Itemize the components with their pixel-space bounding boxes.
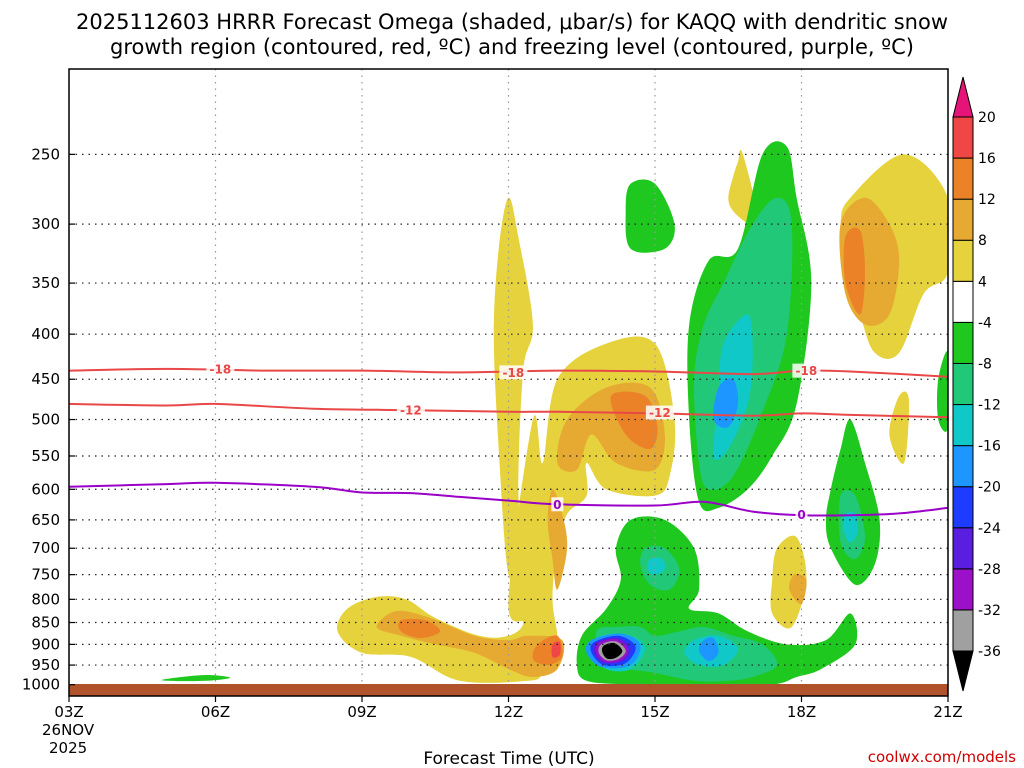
colorbar-arrow-top	[952, 76, 974, 118]
contour-label-0-2: -18	[796, 364, 818, 378]
x-tick-label-09Z: 09Z	[347, 703, 376, 721]
y-tick-label-250: 250	[31, 145, 60, 163]
colorbar-label-4: 4	[978, 274, 987, 290]
y-tick-label-700: 700	[31, 539, 60, 557]
contour-label-2-0: 0	[553, 498, 561, 512]
omega-region-13	[889, 391, 910, 464]
omega-region-12	[843, 227, 865, 315]
y-tick-label-550: 550	[31, 447, 60, 465]
x-tick-label-03Z: 03Z	[54, 703, 83, 721]
colorbar: -36 -32 -28 -24 -20 -16 -12 -8 -4 4 8 12 16 20	[952, 76, 1001, 692]
chart-title-line-1: 2025112603 HRRR Forecast Omega (shaded, …	[76, 10, 948, 34]
y-tick-label-900: 900	[31, 635, 60, 653]
colorbar-label-8: 8	[978, 233, 987, 249]
omega-region-33	[698, 637, 719, 662]
chart-title-line-2: growth region (contoured, red, ºC) and f…	[110, 35, 914, 59]
omega-region-31	[842, 511, 858, 543]
colorbar-segment-4	[952, 445, 974, 488]
colorbar-arrow-bottom	[952, 650, 974, 692]
omega-region-30	[647, 557, 666, 575]
colorbar-segment-8	[952, 280, 974, 323]
x-tick-label-21Z: 21Z	[933, 703, 962, 721]
contour-label-bg	[792, 363, 821, 378]
omega-region-5	[610, 391, 658, 450]
colorbar-label--12: -12	[978, 398, 1001, 414]
grid-lines	[69, 69, 948, 696]
omega-region-21	[161, 674, 231, 682]
contour-label-bg	[499, 365, 528, 380]
omega-region-1	[493, 197, 533, 583]
y-tick-label-600: 600	[31, 480, 60, 498]
colorbar-segment-6	[952, 362, 974, 406]
colorbar-label--4: -4	[978, 315, 992, 331]
y-tick-label-650: 650	[31, 511, 60, 529]
y-tick-label-300: 300	[31, 215, 60, 233]
colorbar-segment-10	[952, 198, 974, 241]
omega-region-39	[601, 642, 623, 660]
colorbar-label--20: -20	[978, 480, 1001, 496]
contour-label-bg	[795, 507, 808, 522]
omega-region-15	[789, 574, 807, 605]
x-tick-label-18Z: 18Z	[787, 703, 816, 721]
y-tick-label-400: 400	[31, 325, 60, 343]
y-tick-label-750: 750	[31, 566, 60, 584]
contour-label-bg	[551, 497, 564, 512]
temperature-contours: -18 -18 -18 -12 -12 0 0	[69, 361, 948, 522]
colorbar-segment-7	[952, 321, 974, 364]
colorbar-segment-0	[952, 609, 974, 652]
contour-label-0-1: -18	[503, 366, 525, 380]
y-tick-label-1000: 1000	[22, 676, 60, 694]
colorbar-label--28: -28	[978, 562, 1001, 578]
colorbar-label--36: -36	[978, 644, 1001, 660]
x-tick-label-15Z: 15Z	[640, 703, 669, 721]
contour-label-bg	[396, 403, 425, 418]
y-tick-label-950: 950	[31, 656, 60, 674]
colorbar-label--32: -32	[978, 603, 1001, 619]
colorbar-label-12: 12	[978, 192, 996, 208]
colorbar-label--16: -16	[978, 439, 1001, 455]
y-tick-label-450: 450	[31, 370, 60, 388]
contour-line-2	[69, 481, 948, 517]
contour-label-bg	[206, 361, 235, 376]
colorbar-segment-12	[952, 116, 974, 159]
contour-label-2-1: 0	[797, 508, 805, 522]
y-tick-label-850: 850	[31, 614, 60, 632]
x-date-line-1: 26NOV	[42, 721, 95, 739]
omega-region-17	[625, 179, 675, 253]
omega-region-6	[398, 618, 441, 638]
omega-region-4	[547, 489, 568, 590]
contour-label-1-0: -12	[400, 404, 422, 418]
terrain-surface	[69, 684, 948, 696]
plot-area: -18 -18 -18 -12 -12 0 0	[69, 69, 948, 696]
x-tick-label-12Z: 12Z	[494, 703, 523, 721]
y-tick-label-800: 800	[31, 590, 60, 608]
colorbar-segment-11	[952, 157, 974, 200]
colorbar-label--8: -8	[978, 356, 992, 372]
y-axis-ticks: 250 300 350 400 450 500 550 600 650 700 750 800 850 9…	[22, 145, 75, 694]
colorbar-segment-5	[952, 404, 974, 447]
omega-region-14	[770, 535, 807, 629]
omega-shading	[161, 141, 948, 689]
x-date-line-2: 2025	[49, 739, 87, 757]
omega-region-8	[551, 641, 561, 658]
contour-label-1-1: -12	[649, 406, 671, 420]
omega-region-22	[937, 351, 948, 432]
x-axis-label: Forecast Time (UTC)	[423, 749, 594, 768]
y-tick-label-500: 500	[31, 411, 60, 429]
contour-label-0-0: -18	[210, 362, 232, 376]
contour-line-1	[69, 402, 948, 419]
y-tick-label-350: 350	[31, 274, 60, 292]
colorbar-segment-2	[952, 527, 974, 570]
contour-label-bg	[645, 405, 674, 420]
credit-text: coolwx.com/models	[868, 748, 1016, 766]
colorbar-label-20: 20	[978, 110, 996, 126]
colorbar-segment-9	[952, 239, 974, 282]
colorbar-segment-1	[952, 568, 974, 611]
colorbar-segment-3	[952, 486, 974, 529]
x-axis-ticks: 03Z 06Z 09Z 12Z 15Z 18Z 21Z	[54, 696, 963, 721]
x-tick-label-06Z: 06Z	[201, 703, 230, 721]
colorbar-label-16: 16	[978, 151, 996, 167]
colorbar-label--24: -24	[978, 521, 1001, 537]
